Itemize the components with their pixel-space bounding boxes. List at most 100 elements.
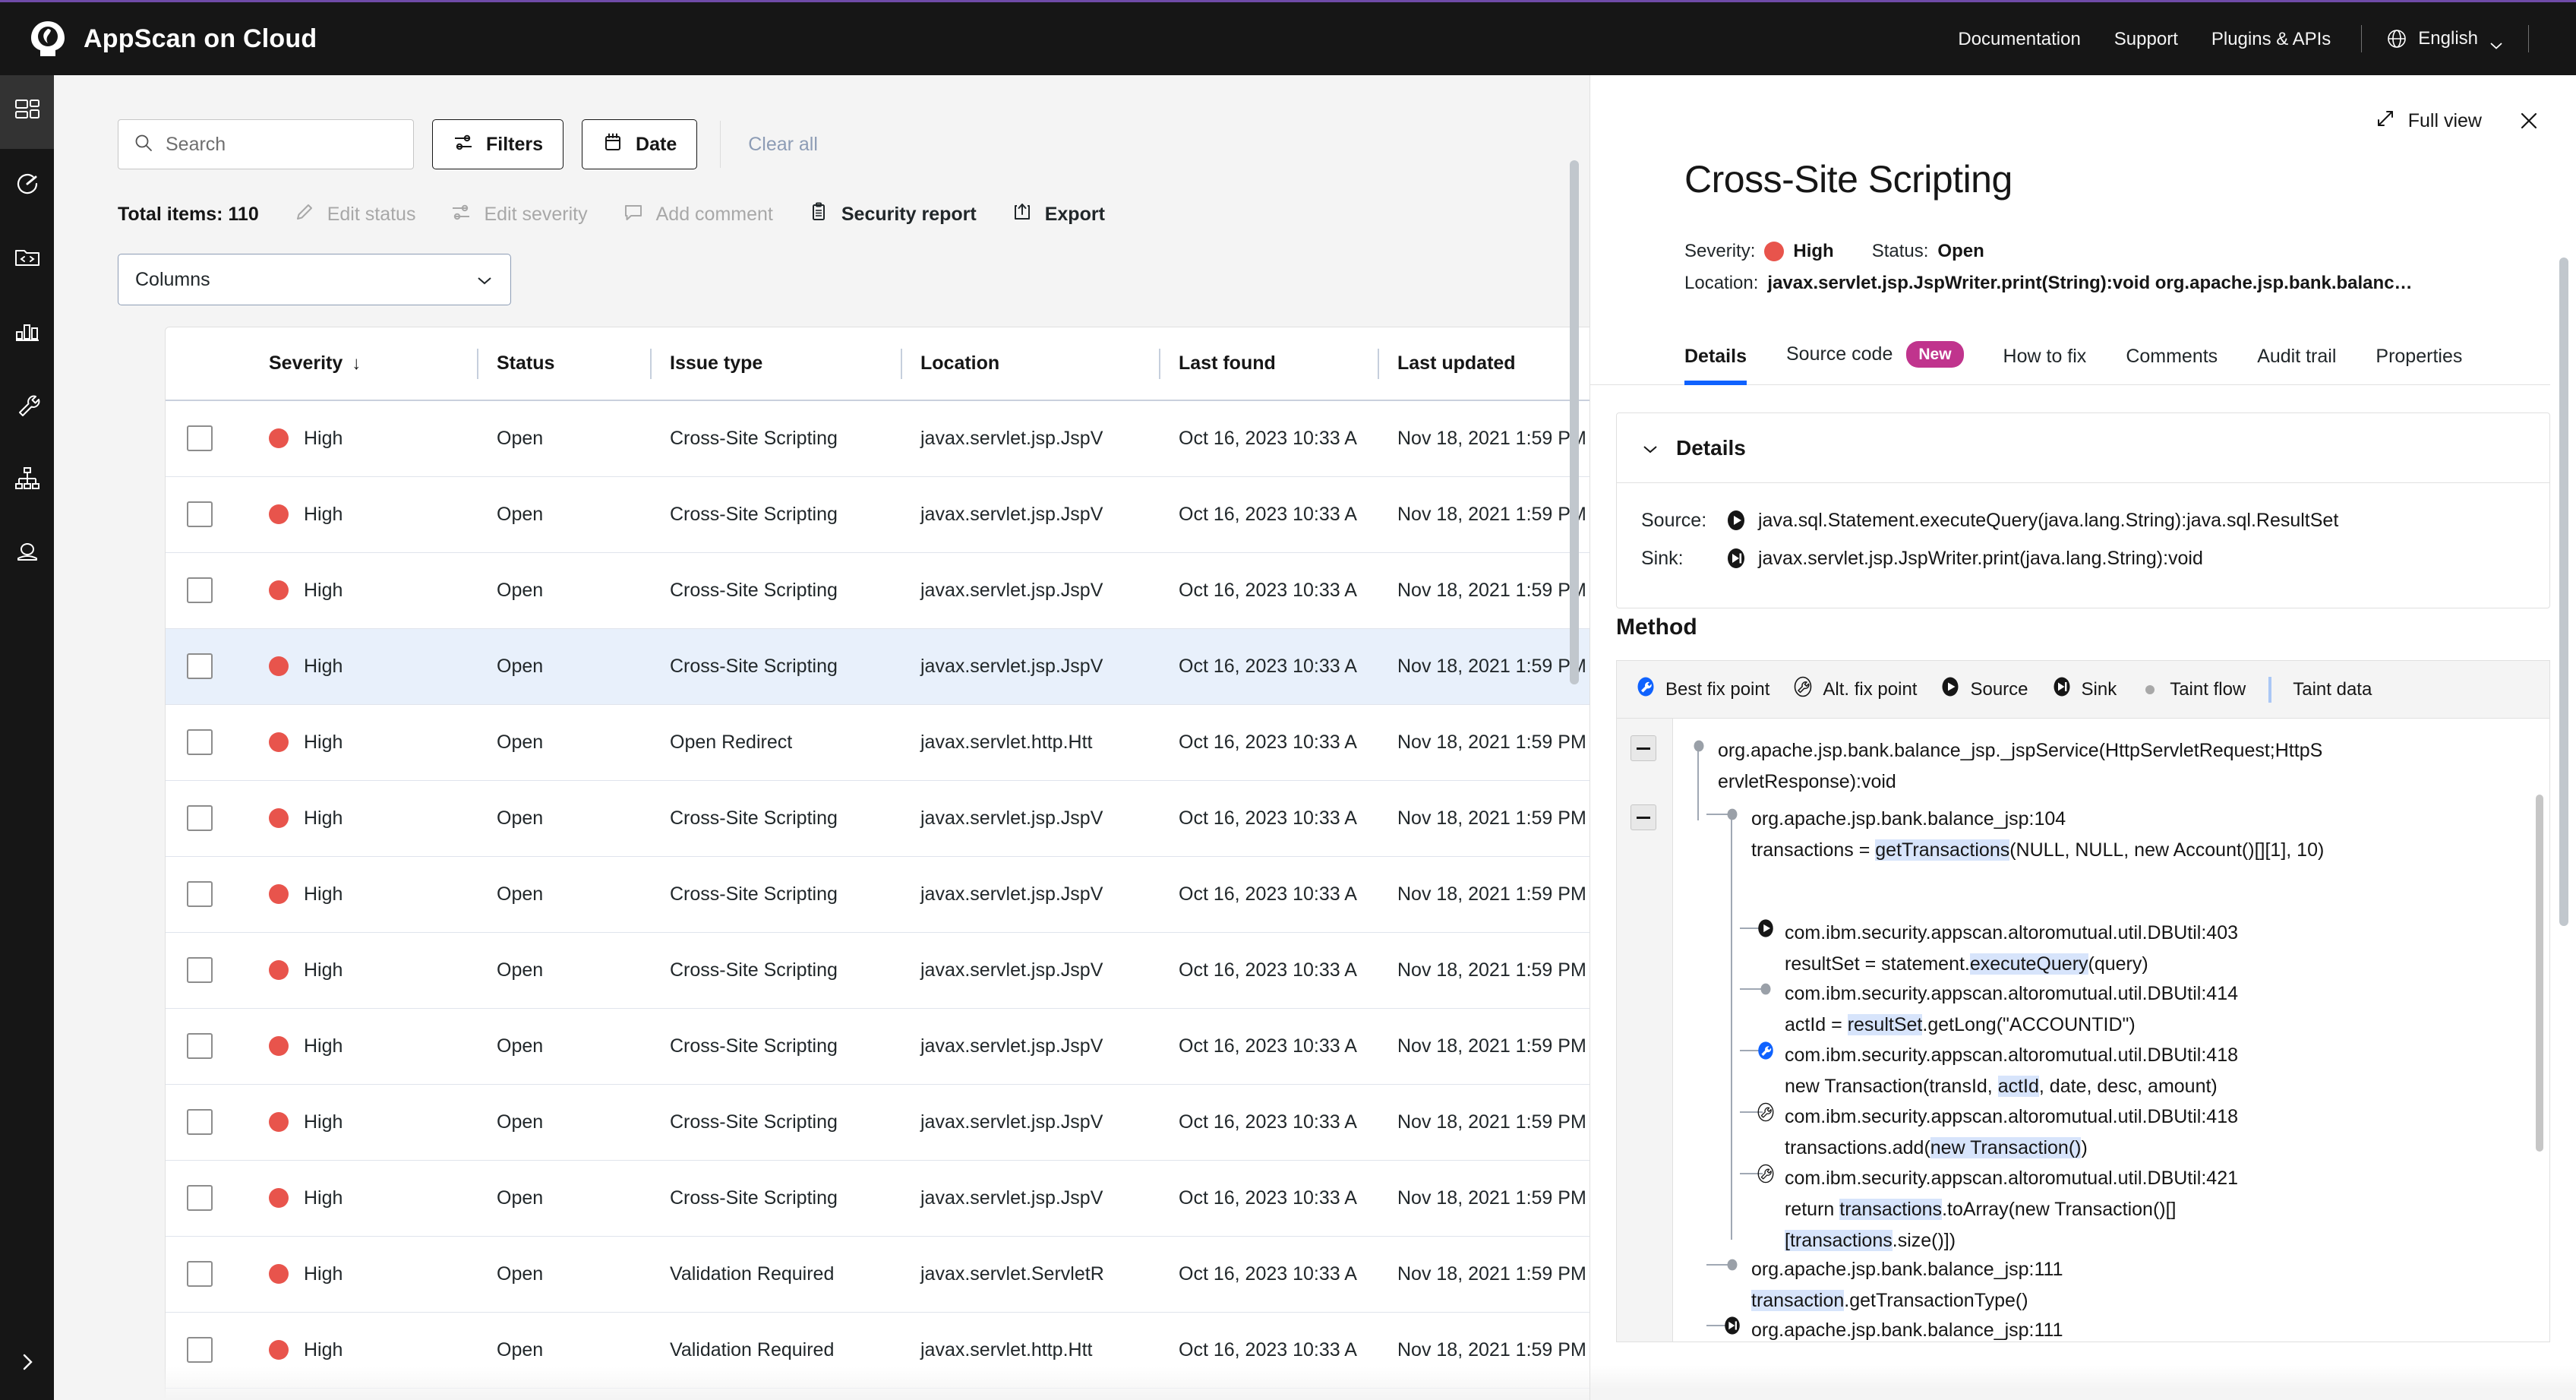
trace-node[interactable]: com.ibm.security.appscan.altoromutual.ut… [1785, 1163, 2459, 1256]
column-header-severity[interactable]: Severity ↓ [249, 327, 477, 401]
language-selector[interactable]: English [2376, 28, 2514, 49]
table-row[interactable]: High Open Validation Required javax.servlet… [166, 1236, 1589, 1313]
column-header-last-found[interactable]: Last found [1159, 327, 1378, 401]
trace-node[interactable]: com.ibm.security.appscan.altoromutual.ut… [1785, 918, 2459, 980]
trace-node[interactable]: org.apache.jsp.bank.balance_jsp:111 trans… [1751, 1254, 2459, 1316]
tab-comments[interactable]: Comments [2106, 346, 2237, 384]
trace-node[interactable]: com.ibm.security.appscan.altoromutual.ut… [1785, 1040, 2459, 1102]
row-checkbox[interactable] [187, 957, 213, 983]
column-header-last-updated[interactable]: Last updated [1378, 327, 1589, 401]
column-header-location[interactable]: Location [901, 327, 1159, 401]
search-input-wrapper[interactable] [118, 119, 414, 169]
row-select-cell[interactable] [166, 476, 249, 553]
nav-support[interactable]: Support [2114, 28, 2178, 49]
row-checkbox[interactable] [187, 1261, 213, 1287]
sidebar-item-organization[interactable] [0, 444, 54, 517]
details-section-header[interactable]: Details [1617, 413, 2549, 484]
row-select-cell[interactable] [166, 628, 249, 705]
export-button[interactable]: Export [1012, 201, 1105, 228]
tab-details[interactable]: Details [1684, 346, 1766, 386]
tab-source-code[interactable]: Source code New [1766, 341, 1984, 384]
columns-dropdown[interactable]: Columns [118, 254, 511, 305]
table-row[interactable]: High Open Open Redirect javax.servlet.http.… [166, 704, 1589, 781]
sidebar-item-code-repository[interactable] [0, 223, 54, 296]
row-checkbox[interactable] [187, 653, 213, 679]
brand[interactable]: AppScan on Cloud [27, 18, 317, 59]
row-checkbox[interactable] [187, 577, 213, 603]
sidebar-item-tools[interactable] [0, 370, 54, 444]
row-checkbox[interactable] [187, 1109, 213, 1135]
row-checkbox[interactable] [187, 1185, 213, 1211]
trace-scrollbar[interactable] [2536, 795, 2543, 1326]
row-checkbox[interactable] [187, 501, 213, 527]
tab-how-to-fix[interactable]: How to fix [1984, 346, 2107, 384]
column-header-issue-type[interactable]: Issue type [650, 327, 901, 401]
row-select-cell[interactable] [166, 1236, 249, 1313]
row-checkbox[interactable] [187, 1033, 213, 1059]
sidebar-item-reports[interactable] [0, 296, 54, 370]
row-select-cell[interactable] [166, 400, 249, 477]
row-checkbox[interactable] [187, 1337, 213, 1363]
nav-documentation[interactable]: Documentation [1958, 28, 2081, 49]
table-row[interactable]: High Open Validation Required javax.servlet… [166, 1312, 1589, 1389]
row-checkbox[interactable] [187, 881, 213, 907]
trace-scrollbar-thumb[interactable] [2536, 795, 2543, 1152]
taint-data-highlight: transaction [1751, 1290, 1845, 1312]
issues-list-scrollbar[interactable] [1570, 160, 1579, 1400]
row-checkbox[interactable] [187, 729, 213, 755]
trace-node[interactable]: com.ibm.security.appscan.altoromutual.ut… [1785, 978, 2459, 1041]
date-button[interactable]: Date [582, 119, 698, 169]
row-select-cell[interactable] [166, 1160, 249, 1237]
trace-node[interactable]: org.apache.jsp.bank.balance_jsp._jspServ… [1718, 735, 2459, 798]
nav-plugins-apis[interactable]: Plugins & APIs [2211, 28, 2331, 49]
trace-node[interactable]: org.apache.jsp.bank.balance_jsp:104 trans… [1751, 804, 2459, 866]
row-select-cell[interactable] [166, 1084, 249, 1161]
trace-node[interactable]: com.ibm.security.appscan.altoromutual.ut… [1785, 1101, 2459, 1164]
add-comment-button[interactable]: Add comment [623, 201, 773, 228]
clear-all-button[interactable]: Clear all [748, 133, 818, 155]
sidebar-item-account[interactable] [0, 517, 54, 591]
filters-button[interactable]: Filters [432, 119, 564, 169]
panel-scrollbar[interactable] [2559, 258, 2568, 1400]
rail-expand-button[interactable] [0, 1328, 54, 1400]
search-input[interactable] [166, 133, 398, 156]
close-icon[interactable] [2517, 109, 2541, 133]
row-checkbox[interactable] [187, 805, 213, 831]
security-report-button[interactable]: Security report [808, 201, 977, 228]
row-select-cell[interactable] [166, 856, 249, 933]
panel-scrollbar-thumb[interactable] [2559, 258, 2568, 926]
collapse-node-1-button[interactable] [1631, 804, 1656, 831]
full-view-button[interactable]: Full view [2375, 108, 2482, 134]
edit-status-button[interactable]: Edit status [294, 201, 415, 228]
cell-last-found: Oct 16, 2023 10:33 A [1159, 552, 1378, 629]
severity-dot-icon [1764, 242, 1785, 261]
issues-list-scrollbar-thumb[interactable] [1570, 160, 1579, 684]
row-select-cell[interactable] [166, 1008, 249, 1085]
tab-audit-trail[interactable]: Audit trail [2237, 346, 2356, 384]
row-checkbox[interactable] [187, 425, 213, 452]
row-select-cell[interactable] [166, 704, 249, 781]
column-header-status[interactable]: Status [477, 327, 650, 401]
sidebar-item-dashboard[interactable] [0, 75, 54, 149]
trace-node[interactable]: org.apache.jsp.bank.balance_jsp:111 [1751, 1315, 2459, 1342]
row-select-cell[interactable] [166, 552, 249, 629]
edit-severity-button[interactable]: Edit severity [450, 201, 588, 228]
row-select-cell[interactable] [166, 1312, 249, 1389]
row-select-cell[interactable] [166, 932, 249, 1009]
tab-properties[interactable]: Properties [2356, 346, 2482, 384]
collapse-node-0-button[interactable] [1631, 735, 1656, 762]
row-select-cell[interactable] [166, 1388, 249, 1400]
sidebar-item-scans[interactable] [0, 149, 54, 223]
row-select-cell[interactable] [166, 780, 249, 857]
